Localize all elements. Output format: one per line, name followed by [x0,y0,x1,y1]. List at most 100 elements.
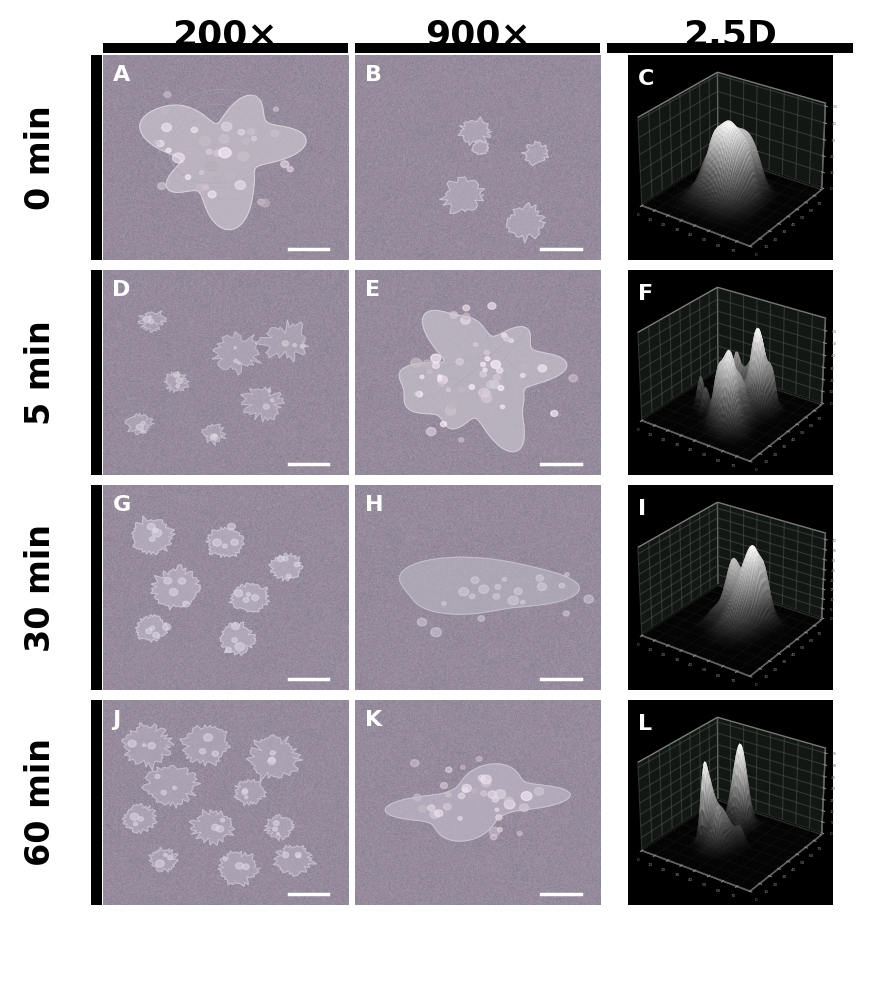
Circle shape [481,791,487,796]
Circle shape [446,767,452,772]
Circle shape [293,344,296,347]
Circle shape [191,127,197,133]
Polygon shape [440,177,484,214]
Text: K: K [365,710,382,730]
Circle shape [150,626,154,630]
Polygon shape [472,140,489,155]
Circle shape [496,815,502,820]
Circle shape [443,804,451,810]
Circle shape [262,124,268,128]
Circle shape [458,793,465,799]
Circle shape [481,362,485,366]
Circle shape [153,528,158,533]
Polygon shape [218,851,260,886]
Circle shape [538,365,547,372]
Circle shape [203,185,209,190]
Polygon shape [206,527,244,558]
Circle shape [203,734,212,741]
Circle shape [243,864,249,870]
Circle shape [490,827,500,836]
Circle shape [268,758,276,765]
Circle shape [439,382,444,386]
Circle shape [294,562,300,567]
Circle shape [231,539,238,545]
Circle shape [283,556,288,561]
Circle shape [502,578,507,581]
Circle shape [438,375,442,378]
Circle shape [415,392,420,396]
Circle shape [564,611,569,616]
Circle shape [263,404,269,409]
Circle shape [441,783,448,788]
Circle shape [235,181,245,189]
Circle shape [203,184,207,187]
Circle shape [517,831,522,835]
Circle shape [235,590,243,597]
Circle shape [438,376,448,384]
Circle shape [521,601,524,604]
Circle shape [493,594,500,599]
Circle shape [458,387,465,392]
Circle shape [471,577,479,583]
Circle shape [480,371,486,377]
Circle shape [252,137,257,141]
Text: F: F [638,284,653,304]
Circle shape [216,826,224,832]
Circle shape [252,595,259,601]
Text: G: G [112,495,130,515]
Circle shape [483,390,491,397]
Circle shape [490,380,500,388]
Circle shape [149,319,154,324]
Circle shape [177,378,183,384]
Circle shape [268,757,275,762]
Circle shape [431,628,442,637]
Circle shape [144,317,150,322]
Circle shape [213,539,221,546]
Circle shape [478,775,485,781]
Polygon shape [179,725,230,766]
Circle shape [271,130,279,137]
Polygon shape [219,622,256,655]
Polygon shape [522,141,549,166]
Circle shape [225,150,232,156]
Polygon shape [149,847,178,872]
Circle shape [450,312,458,318]
Polygon shape [202,424,227,445]
Circle shape [141,421,145,425]
Circle shape [565,573,569,576]
Circle shape [234,347,236,349]
Polygon shape [458,117,492,145]
Circle shape [482,780,491,787]
Circle shape [447,388,450,391]
Circle shape [482,394,491,402]
Circle shape [420,375,424,379]
Circle shape [164,92,171,98]
Circle shape [520,373,525,377]
Circle shape [486,381,495,388]
Circle shape [508,596,518,605]
Circle shape [169,589,178,596]
Polygon shape [273,845,317,876]
Circle shape [226,647,232,652]
Circle shape [485,357,490,361]
Circle shape [458,438,464,442]
Circle shape [244,796,248,799]
Circle shape [584,595,593,603]
Circle shape [505,797,513,804]
Circle shape [141,430,145,433]
Circle shape [274,107,278,111]
Circle shape [155,774,160,778]
Circle shape [509,339,514,342]
Circle shape [211,144,217,148]
Circle shape [521,792,532,801]
Circle shape [550,411,558,416]
Circle shape [222,544,227,548]
Circle shape [211,434,218,440]
Circle shape [231,623,240,630]
Circle shape [206,149,212,154]
Circle shape [469,385,475,389]
Polygon shape [122,722,174,771]
Polygon shape [385,764,570,841]
Circle shape [133,822,137,826]
Circle shape [206,161,218,171]
